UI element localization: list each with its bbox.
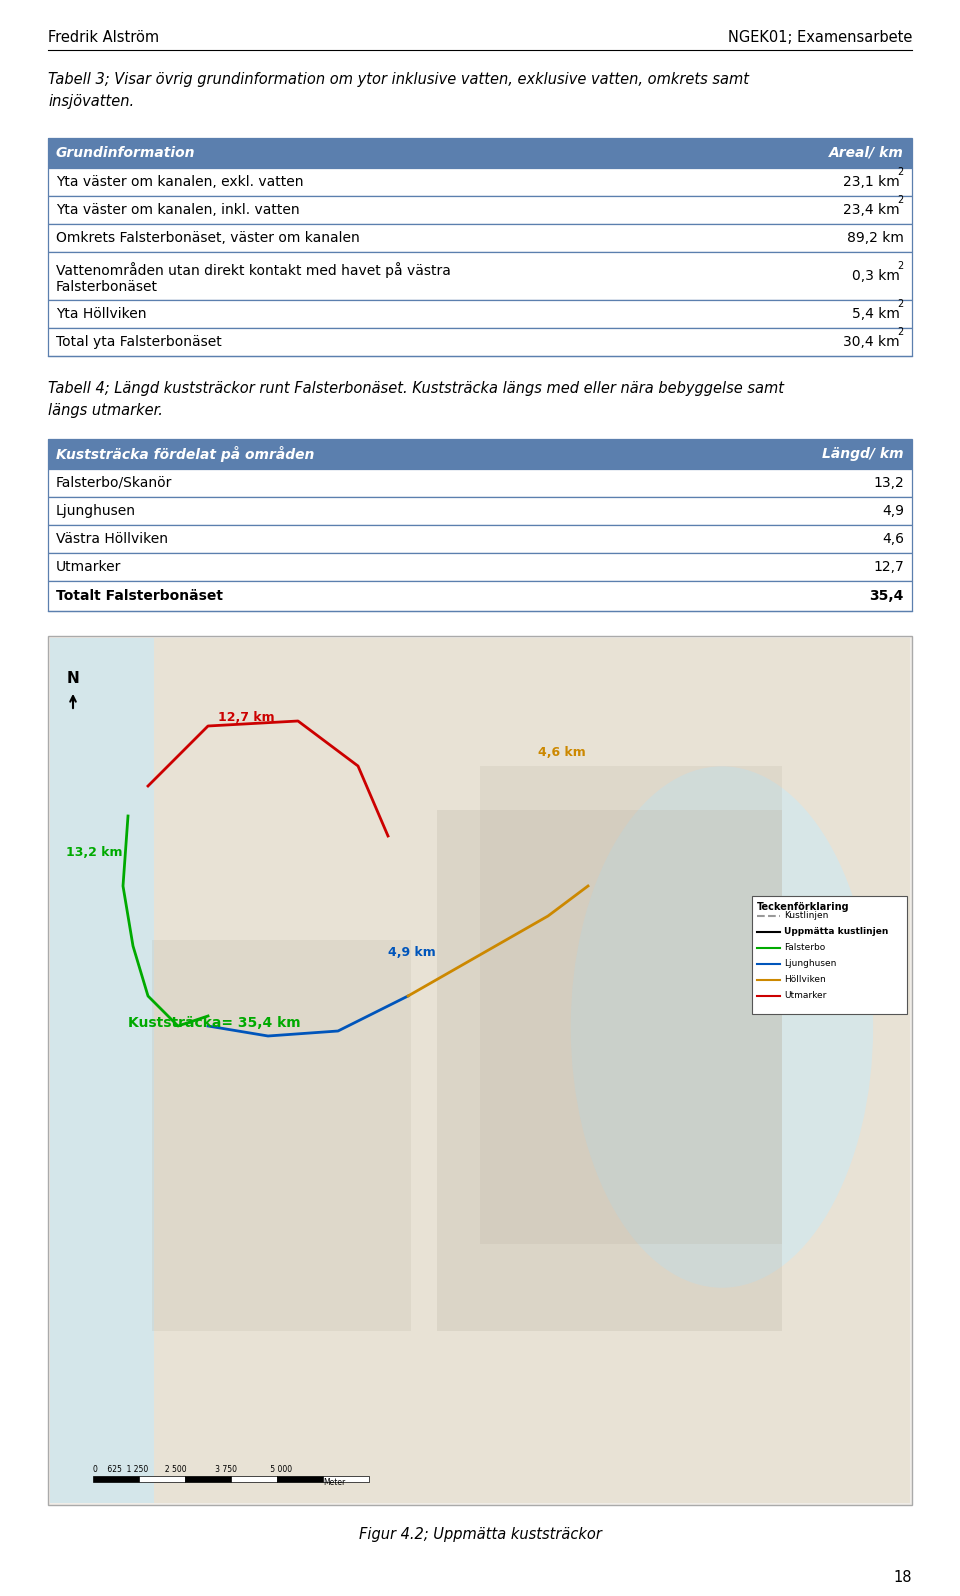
- Text: Yta Höllviken: Yta Höllviken: [56, 306, 147, 321]
- Text: 12,7 km: 12,7 km: [218, 710, 275, 725]
- Text: Längd/ km: Längd/ km: [823, 447, 904, 461]
- Bar: [50, 638, 154, 1503]
- Bar: [323, 1476, 369, 1483]
- Text: Areal/ km: Areal/ km: [829, 145, 904, 160]
- Bar: [48, 469, 912, 496]
- Text: 4,9: 4,9: [882, 504, 904, 519]
- Bar: [48, 496, 912, 525]
- Text: 18: 18: [894, 1570, 912, 1585]
- Text: N: N: [66, 670, 80, 686]
- Text: Ljunghusen: Ljunghusen: [784, 959, 836, 969]
- Bar: [480, 766, 782, 1245]
- Text: Meter: Meter: [323, 1478, 346, 1487]
- Bar: [48, 635, 912, 1505]
- Text: längs utmarker.: längs utmarker.: [48, 404, 163, 418]
- Text: Fredrik Alström: Fredrik Alström: [48, 30, 159, 45]
- Bar: [48, 439, 912, 469]
- Text: Tabell 3; Visar övrig grundinformation om ytor inklusive vatten, exklusive vatte: Tabell 3; Visar övrig grundinformation o…: [48, 72, 749, 88]
- Bar: [48, 581, 912, 611]
- Text: Tabell 4; Längd kuststräckor runt Falsterbonäset. Kuststräcka längs med eller nä: Tabell 4; Längd kuststräckor runt Falste…: [48, 381, 784, 396]
- Text: Kuststräcka= 35,4 km: Kuststräcka= 35,4 km: [128, 1017, 300, 1029]
- Text: Figur 4.2; Uppmätta kuststräckor: Figur 4.2; Uppmätta kuststräckor: [359, 1527, 601, 1542]
- Text: 2: 2: [898, 168, 904, 177]
- Text: 4,9 km: 4,9 km: [388, 946, 436, 959]
- Text: 2: 2: [898, 327, 904, 337]
- Text: Grundinformation: Grundinformation: [56, 145, 196, 160]
- Bar: [48, 196, 912, 223]
- Text: 13,2: 13,2: [874, 476, 904, 490]
- Bar: [48, 223, 912, 252]
- Text: 5,4 km: 5,4 km: [852, 306, 900, 321]
- Text: Vattenområden utan direkt kontakt med havet på västra: Vattenområden utan direkt kontakt med ha…: [56, 262, 451, 278]
- Text: 23,4 km: 23,4 km: [844, 203, 900, 217]
- Bar: [139, 1476, 185, 1483]
- Text: Falsterbo: Falsterbo: [784, 943, 826, 953]
- Text: 2: 2: [898, 195, 904, 204]
- Text: Kuststräcka fördelat på områden: Kuststräcka fördelat på områden: [56, 445, 314, 461]
- Text: 35,4: 35,4: [870, 589, 904, 603]
- Text: 0    625  1 250       2 500            3 750              5 000: 0 625 1 250 2 500 3 750 5 000: [93, 1465, 292, 1475]
- Text: 2: 2: [898, 298, 904, 310]
- Bar: [185, 1476, 231, 1483]
- Bar: [93, 1476, 139, 1483]
- Bar: [48, 252, 912, 300]
- Text: 23,1 km: 23,1 km: [843, 176, 900, 188]
- Text: insjövatten.: insjövatten.: [48, 94, 134, 109]
- Bar: [48, 300, 912, 329]
- Text: Omkrets Falsterbonäset, väster om kanalen: Omkrets Falsterbonäset, väster om kanale…: [56, 231, 360, 246]
- Text: Yta väster om kanalen, exkl. vatten: Yta väster om kanalen, exkl. vatten: [56, 176, 303, 188]
- Bar: [48, 552, 912, 581]
- Text: Utmarker: Utmarker: [56, 560, 121, 575]
- Text: 13,2 km: 13,2 km: [66, 846, 123, 859]
- Text: Västra Höllviken: Västra Höllviken: [56, 531, 168, 546]
- Text: 4,6: 4,6: [882, 531, 904, 546]
- Bar: [48, 525, 912, 552]
- Text: Falsterbo/Skanör: Falsterbo/Skanör: [56, 476, 173, 490]
- Bar: [277, 1476, 323, 1483]
- Bar: [50, 638, 910, 1503]
- Text: 0,3 km: 0,3 km: [852, 270, 900, 282]
- Text: Höllviken: Höllviken: [784, 975, 826, 985]
- Text: 89,2 km: 89,2 km: [847, 231, 904, 246]
- Bar: [48, 168, 912, 196]
- Text: 30,4 km: 30,4 km: [844, 335, 900, 350]
- Text: Falsterbonäset: Falsterbonäset: [56, 279, 158, 294]
- Text: 12,7: 12,7: [874, 560, 904, 575]
- Text: 2: 2: [898, 262, 904, 271]
- Bar: [48, 137, 912, 168]
- Text: Total yta Falsterbonäset: Total yta Falsterbonäset: [56, 335, 222, 350]
- Bar: [48, 439, 912, 469]
- Text: Yta väster om kanalen, inkl. vatten: Yta väster om kanalen, inkl. vatten: [56, 203, 300, 217]
- Text: Teckenförklaring: Teckenförklaring: [757, 902, 850, 911]
- Text: Utmarker: Utmarker: [784, 991, 827, 1001]
- Bar: [231, 1476, 277, 1483]
- Bar: [48, 137, 912, 168]
- Bar: [152, 940, 411, 1331]
- Ellipse shape: [570, 766, 874, 1288]
- Text: 4,6 km: 4,6 km: [538, 745, 586, 760]
- Bar: [48, 329, 912, 356]
- Text: Totalt Falsterbonäset: Totalt Falsterbonäset: [56, 589, 223, 603]
- Text: Kustlinjen: Kustlinjen: [784, 911, 828, 921]
- Text: NGEK01; Examensarbete: NGEK01; Examensarbete: [728, 30, 912, 45]
- Bar: [752, 895, 907, 1013]
- Text: Ljunghusen: Ljunghusen: [56, 504, 136, 519]
- Bar: [437, 809, 782, 1331]
- Text: Uppmätta kustlinjen: Uppmätta kustlinjen: [784, 927, 888, 937]
